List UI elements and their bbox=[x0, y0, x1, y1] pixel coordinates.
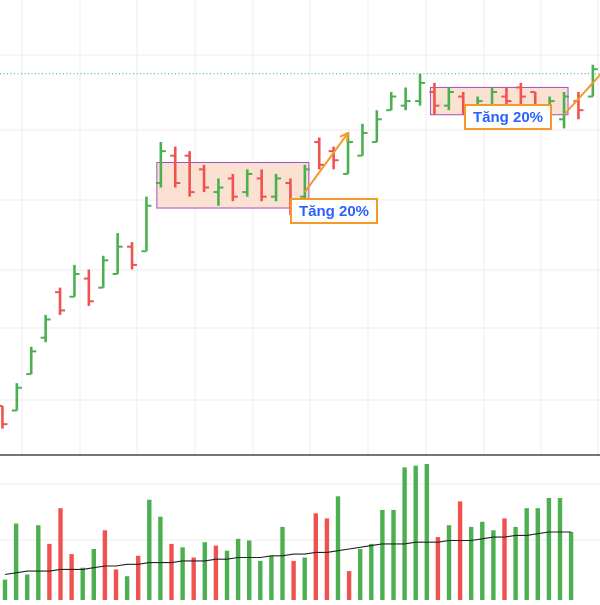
volume-bar bbox=[324, 518, 330, 600]
growth-arrow bbox=[563, 73, 600, 116]
volume-bar bbox=[191, 557, 196, 600]
volume-bar bbox=[513, 526, 518, 600]
growth-arrow-head bbox=[339, 131, 350, 143]
volume-bar bbox=[113, 569, 119, 600]
volume-bar bbox=[380, 509, 385, 600]
annotation-arrows bbox=[304, 73, 600, 193]
volume-bars bbox=[2, 464, 574, 600]
volume-bar bbox=[391, 509, 396, 600]
volume-bar bbox=[313, 513, 318, 600]
annotation-labels: Tăng 20% Tăng 20% bbox=[290, 104, 552, 224]
volume-bar bbox=[69, 554, 74, 600]
volume-bar bbox=[369, 543, 374, 600]
volume-bar bbox=[102, 530, 108, 600]
volume-bar bbox=[58, 508, 63, 600]
volume-bar bbox=[491, 530, 496, 600]
growth-label-box bbox=[464, 104, 552, 130]
volume-bar bbox=[568, 532, 574, 600]
volume-bar bbox=[546, 498, 552, 600]
volume-bar bbox=[258, 560, 263, 600]
volume-bar bbox=[147, 499, 152, 600]
volume-bar bbox=[358, 549, 363, 600]
growth-arrow bbox=[304, 132, 349, 193]
volume-bar bbox=[169, 543, 174, 600]
volume-bar bbox=[435, 537, 441, 600]
volume-bar bbox=[346, 571, 352, 600]
volume-bar bbox=[224, 550, 230, 600]
volume-bar bbox=[446, 525, 452, 600]
volume-bar bbox=[402, 467, 407, 600]
volume-average-line bbox=[4, 531, 572, 576]
volume-bar bbox=[47, 543, 52, 600]
volume-bar bbox=[469, 526, 474, 600]
volume-bar bbox=[124, 576, 130, 600]
growth-label: Tăng 20% bbox=[473, 109, 543, 126]
growth-label: Tăng 20% bbox=[299, 203, 369, 220]
volume-bar bbox=[335, 496, 341, 600]
volume-bar bbox=[480, 521, 485, 600]
volume-bar bbox=[457, 501, 463, 600]
volume-bar bbox=[535, 508, 540, 600]
volume-bar bbox=[413, 465, 418, 600]
volume-bar bbox=[247, 540, 252, 600]
volume-bar bbox=[91, 549, 96, 600]
volume-bar bbox=[502, 518, 507, 600]
volume-bar bbox=[557, 498, 563, 600]
volume-bar bbox=[269, 555, 274, 600]
volume-bar bbox=[280, 526, 285, 600]
volume-bar bbox=[291, 560, 296, 600]
volume-bar bbox=[2, 579, 8, 600]
volume-bar bbox=[302, 557, 307, 600]
volume-bar bbox=[213, 545, 219, 600]
volume-bar bbox=[202, 542, 207, 600]
volume-bar bbox=[424, 464, 429, 600]
volume-bar bbox=[36, 525, 41, 600]
volume-bar bbox=[235, 538, 241, 600]
volume-bar bbox=[180, 547, 185, 600]
growth-label-box bbox=[290, 198, 378, 224]
volume-bar bbox=[80, 567, 85, 600]
volume-bar bbox=[25, 574, 30, 600]
volume-bar bbox=[158, 516, 163, 600]
volume-bar bbox=[13, 523, 19, 600]
volume-bar bbox=[136, 555, 141, 600]
volume-bar bbox=[524, 508, 529, 600]
